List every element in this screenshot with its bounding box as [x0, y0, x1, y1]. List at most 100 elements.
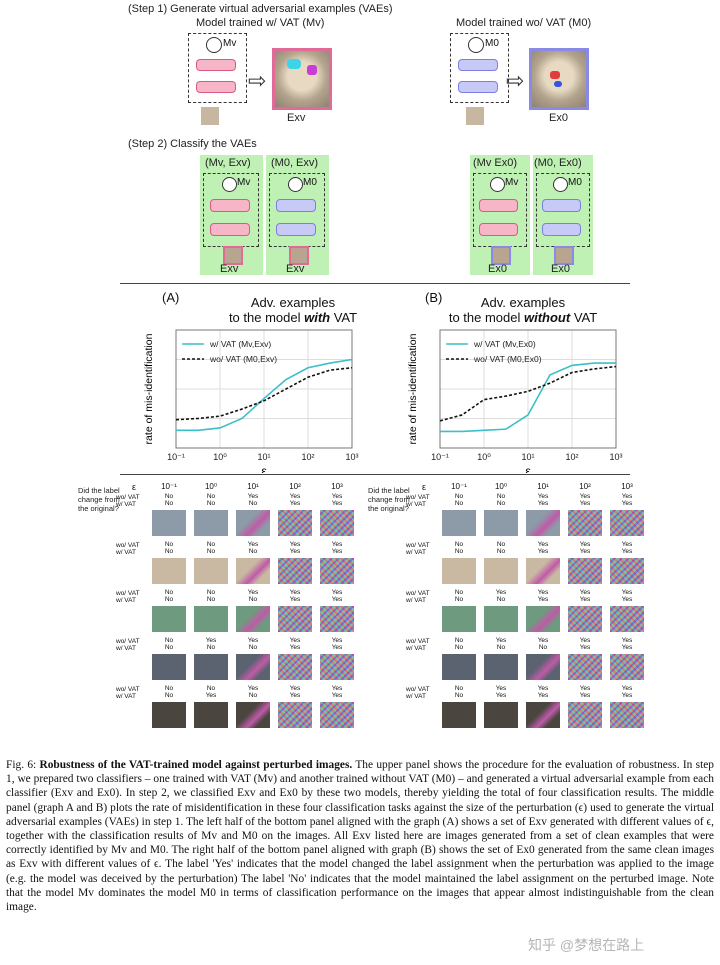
result-label: No [248, 500, 258, 507]
output-node-icon [553, 177, 568, 192]
ex0-image [529, 48, 589, 110]
arrow-right-icon: ⇨ [248, 68, 267, 93]
caption-bold: Robustness of the VAT-trained model agai… [39, 759, 353, 771]
row-label: w/ VAT [116, 501, 136, 508]
perturbed-image [278, 558, 312, 584]
result-label: Yes [247, 637, 259, 644]
step2-group-1: (Mv, Exv) Mv Exv [200, 155, 263, 275]
layer-box [458, 59, 498, 71]
row-label: w/ VAT [406, 645, 426, 652]
perturbed-image [152, 702, 186, 728]
row-label: w/ VAT [116, 597, 136, 604]
perturbed-image [194, 510, 228, 536]
result-label: No [164, 541, 174, 548]
result-label: Yes [289, 589, 301, 596]
step2-group-3: (Mv Ex0) Mv Ex0 [470, 155, 530, 275]
model-label: M0 [303, 177, 317, 188]
perturbed-image [278, 510, 312, 536]
x-tick-label: 10¹ [521, 452, 534, 462]
question-label: Did the label change from the original? [368, 486, 410, 513]
perturbed-image [194, 654, 228, 680]
result-label: No [248, 644, 258, 651]
result-label: Yes [537, 493, 549, 500]
group-header: (M0, Ex0) [534, 157, 582, 169]
row-label: w/ VAT [406, 597, 426, 604]
result-label: Yes [579, 596, 591, 603]
series-line-1 [440, 362, 616, 433]
graph-a-tag: (A) [162, 290, 180, 305]
perturbed-image [442, 606, 476, 632]
result-label: Yes [205, 692, 217, 699]
layer-box [479, 223, 518, 236]
caption-text: The upper panel shows the procedure for … [6, 759, 714, 914]
result-label: Yes [579, 493, 591, 500]
perturbed-image [568, 510, 602, 536]
layer-box [479, 199, 518, 212]
input-thumb [289, 246, 309, 265]
series-line-2 [175, 366, 353, 421]
x-tick-label: 10⁻¹ [167, 452, 185, 462]
layer-box [542, 199, 581, 212]
result-label: Yes [247, 493, 259, 500]
result-label: Yes [331, 589, 343, 596]
grid-right: Did the label change from the original? ε 10… [368, 480, 658, 740]
result-label: Yes [247, 685, 259, 692]
result-label: Yes [579, 541, 591, 548]
example-label: Ex0 [551, 263, 570, 275]
arrow-right-icon: ⇨ [506, 68, 525, 93]
epsilon-value: 10⁰ [204, 482, 218, 491]
epsilon-value: 10⁻¹ [161, 482, 177, 491]
result-label: No [454, 589, 464, 596]
x-axis-label: ε [261, 464, 267, 473]
perturbed-image [442, 702, 476, 728]
result-label: Yes [537, 692, 549, 699]
model-label: Mv [223, 38, 237, 49]
perturbed-image [568, 606, 602, 632]
result-label: Yes [579, 692, 591, 699]
result-label: Yes [331, 596, 343, 603]
row-label: wo/ VAT [116, 590, 140, 597]
result-label: No [248, 692, 258, 699]
row-label: wo/ VAT [116, 542, 140, 549]
result-label: Yes [289, 541, 301, 548]
result-label: Yes [289, 644, 301, 651]
result-label: No [206, 589, 216, 596]
graph-a-title-line2: to the model with VAT [228, 310, 358, 325]
result-label: No [496, 493, 506, 500]
row-label: w/ VAT [116, 549, 136, 556]
perturbed-image [526, 654, 560, 680]
result-label: Yes [331, 548, 343, 555]
row-label: w/ VAT [406, 549, 426, 556]
result-label: Yes [331, 685, 343, 692]
result-label: Yes [495, 692, 507, 699]
model-label: M0 [568, 177, 582, 188]
result-label: Yes [205, 637, 217, 644]
perturbed-image [610, 606, 644, 632]
result-label: No [454, 692, 464, 699]
x-tick-label: 10³ [609, 452, 622, 462]
row-label: wo/ VAT [406, 686, 430, 693]
output-node-icon [288, 177, 303, 192]
result-label: No [206, 548, 216, 555]
epsilon-value: 10⁰ [494, 482, 508, 491]
legend-label: w/ VAT (Mv,Ex0) [473, 339, 536, 349]
model-label: Mv [505, 177, 519, 188]
perturbed-image [152, 654, 186, 680]
layer-box [196, 81, 236, 93]
model-label: M0 [485, 38, 499, 49]
group-header: (Mv Ex0) [473, 157, 517, 169]
layer-box [210, 199, 250, 212]
perturbed-image [320, 654, 354, 680]
y-axis-label: rate of mis-identification [143, 333, 155, 444]
divider [120, 474, 630, 475]
perturbed-image [484, 558, 518, 584]
epsilon-value: 10² [579, 482, 591, 491]
result-label: Yes [537, 685, 549, 692]
result-label: Yes [289, 548, 301, 555]
perturbed-image [278, 702, 312, 728]
perturbed-image [320, 606, 354, 632]
graph-b-title-line2: to the model without VAT [448, 310, 598, 325]
legend-label: w/ VAT (Mv,Exv) [209, 339, 271, 349]
series-line-2 [439, 365, 617, 422]
result-label: Yes [331, 637, 343, 644]
